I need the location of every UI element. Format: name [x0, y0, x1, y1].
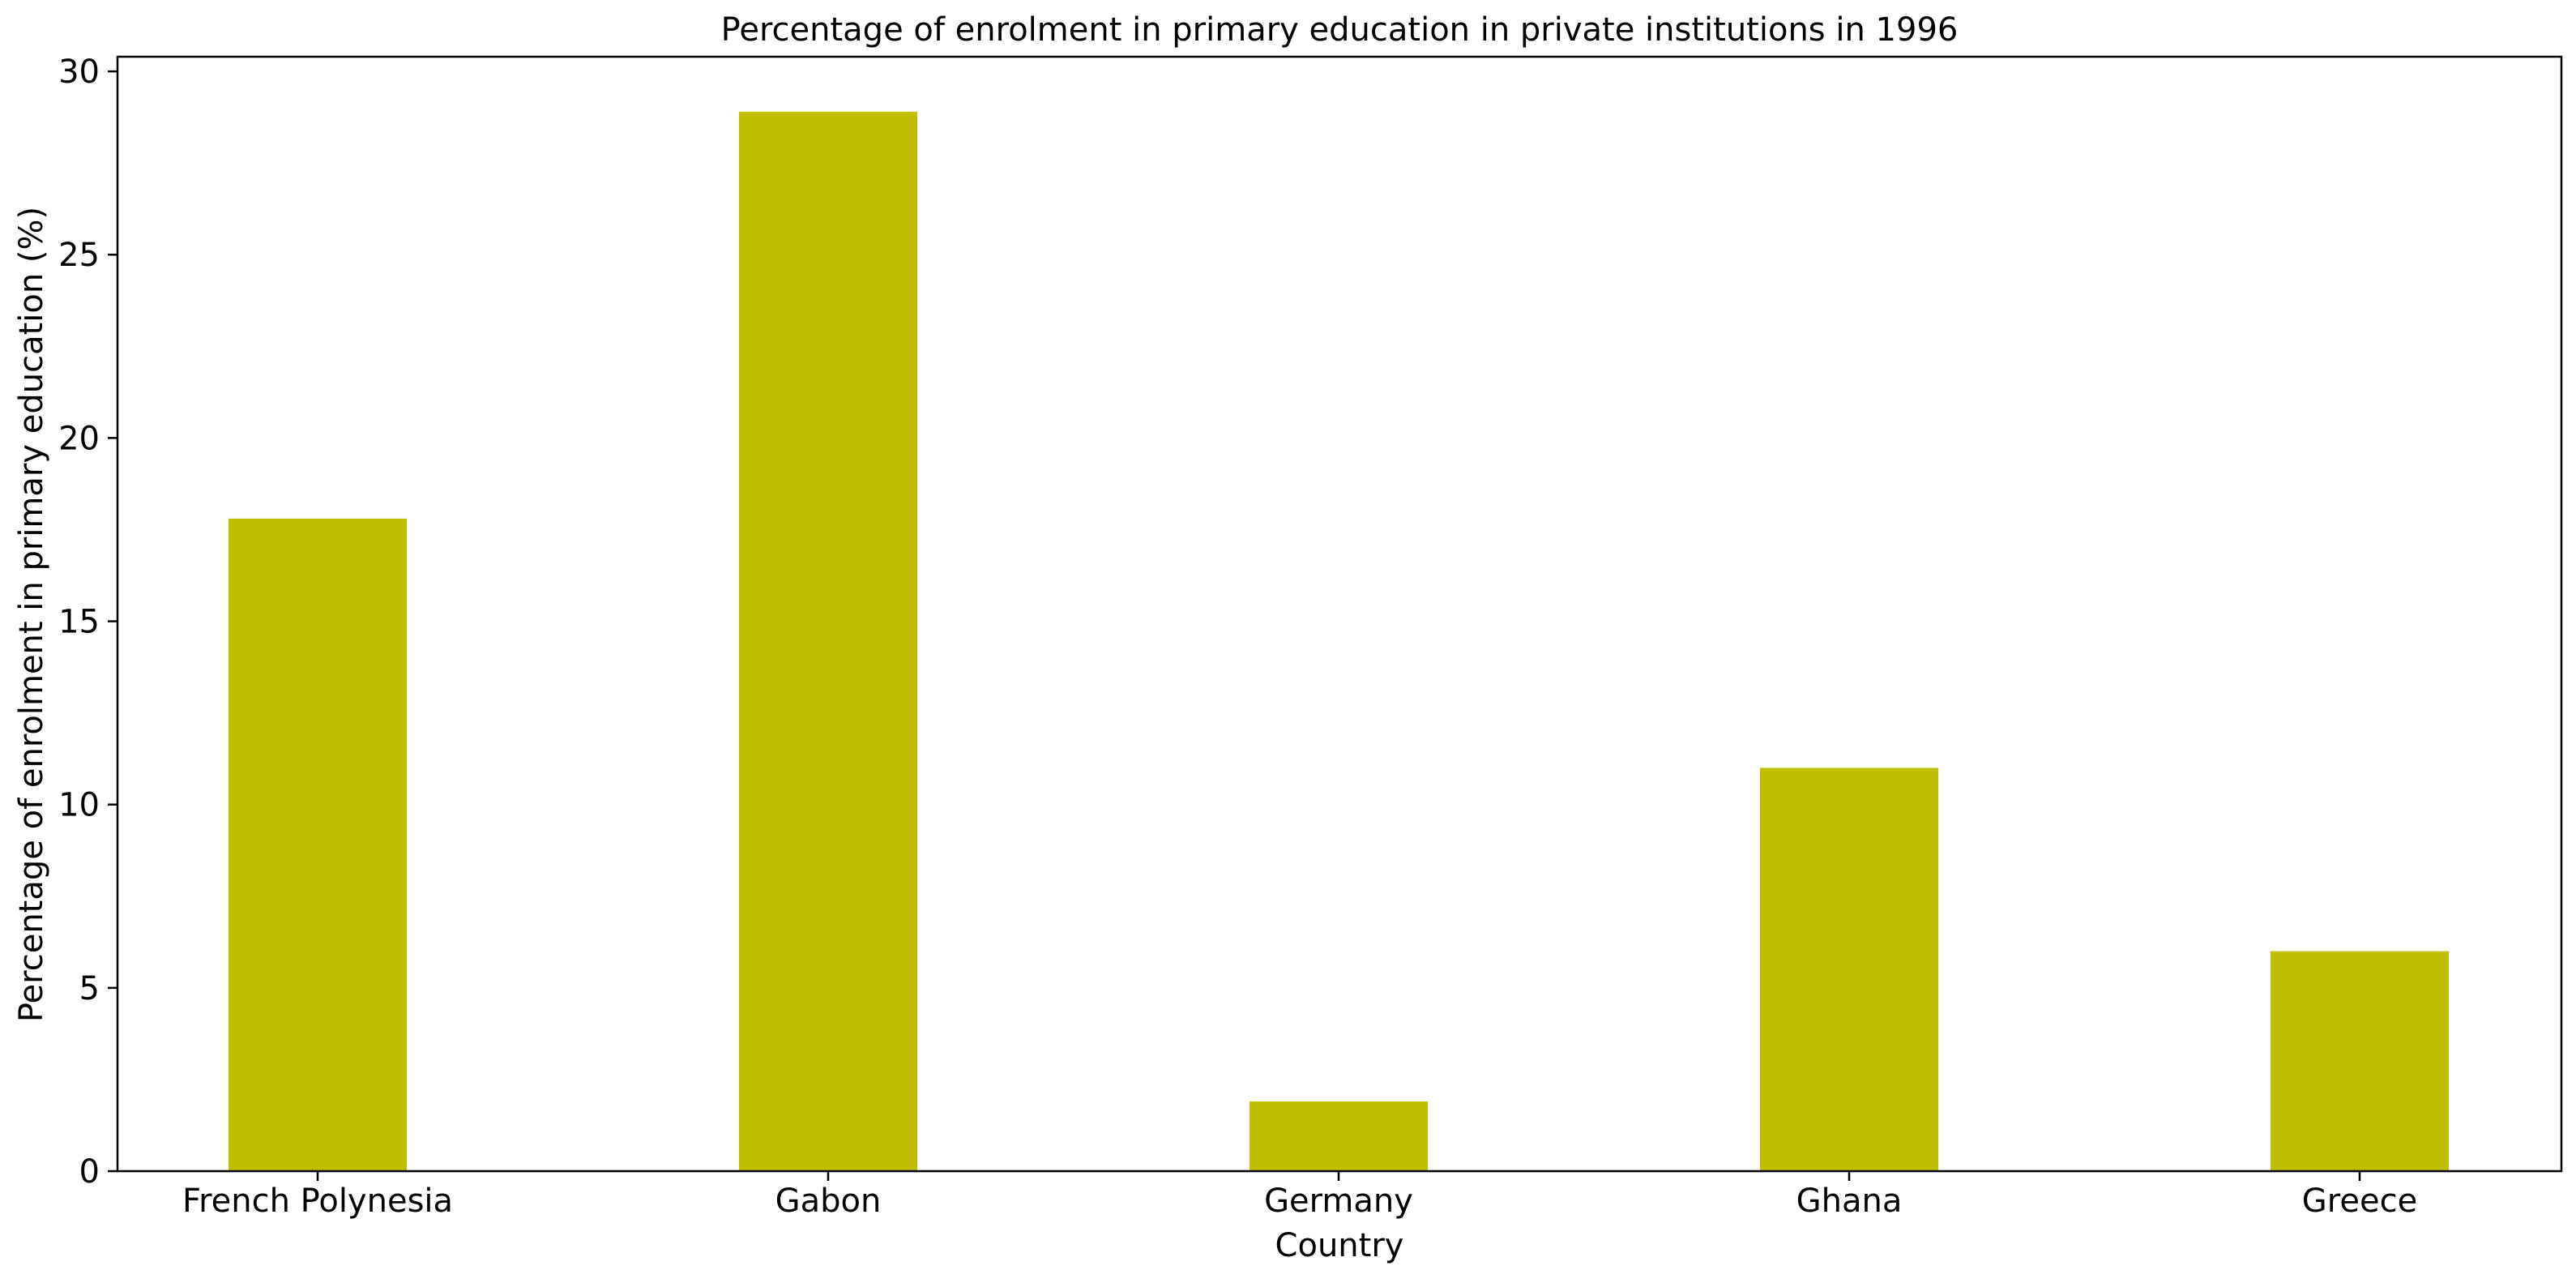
y-tick-label: 0	[79, 1153, 100, 1191]
y-tick-label: 30	[58, 53, 100, 91]
ticks-group: French Polynesia Gabon Germany Ghana Greece 0…	[58, 53, 2417, 1220]
chart-title: Percentage of enrolment in primary educa…	[721, 11, 1959, 49]
x-tick-label: Greece	[2302, 1182, 2417, 1220]
x-tick-label: French Polynesia	[182, 1182, 453, 1220]
bar-french-polynesia	[229, 518, 407, 1171]
bar-greece	[2271, 951, 2449, 1171]
y-tick-label: 5	[79, 970, 100, 1007]
y-tick-label: 10	[58, 787, 100, 824]
bar-gabon	[739, 111, 917, 1171]
bar-ghana	[1760, 768, 1938, 1171]
bars-group	[229, 111, 2449, 1171]
x-axis-label: Country	[1275, 1227, 1404, 1264]
x-tick-label: Germany	[1264, 1182, 1413, 1220]
plot-frame	[116, 55, 2563, 1173]
bar-germany	[1250, 1101, 1428, 1171]
y-axis-label: Percentage of enrolment in primary educa…	[13, 207, 50, 1022]
x-tick-label: Ghana	[1796, 1182, 1903, 1220]
y-tick-label: 25	[58, 237, 100, 274]
y-tick-label: 20	[58, 420, 100, 457]
y-tick-label: 15	[58, 604, 100, 641]
x-tick-label: Gabon	[775, 1182, 882, 1220]
